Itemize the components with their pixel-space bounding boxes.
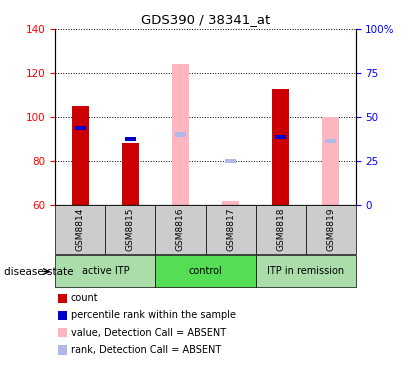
Bar [175, 132, 186, 137]
Text: value, Detection Call = ABSENT: value, Detection Call = ABSENT [71, 328, 226, 338]
Text: GSM8819: GSM8819 [326, 208, 335, 251]
Text: GSM8817: GSM8817 [226, 208, 235, 251]
Text: GDS390 / 38341_at: GDS390 / 38341_at [141, 13, 270, 26]
Bar [275, 135, 286, 139]
Bar [305, 205, 356, 254]
Bar [75, 126, 86, 130]
Text: GSM8815: GSM8815 [126, 208, 135, 251]
Bar [172, 64, 189, 205]
Bar [122, 143, 139, 205]
Bar [256, 205, 305, 254]
Bar [55, 205, 106, 254]
Bar [55, 255, 155, 287]
Bar [155, 205, 206, 254]
Text: disease state: disease state [4, 266, 74, 277]
Text: rank, Detection Call = ABSENT: rank, Detection Call = ABSENT [71, 345, 221, 355]
Text: GSM8816: GSM8816 [176, 208, 185, 251]
Text: ITP in remission: ITP in remission [267, 266, 344, 276]
Text: control: control [189, 266, 222, 276]
Bar [155, 255, 256, 287]
Text: active ITP: active ITP [82, 266, 129, 276]
Bar [272, 89, 289, 205]
Bar [322, 117, 339, 205]
Bar [206, 205, 256, 254]
Text: GSM8818: GSM8818 [276, 208, 285, 251]
Text: GSM8814: GSM8814 [76, 208, 85, 251]
Text: count: count [71, 293, 98, 303]
Bar [222, 201, 239, 205]
Bar [125, 137, 136, 141]
Bar [106, 205, 155, 254]
Bar [72, 106, 89, 205]
Bar [256, 255, 356, 287]
Bar [325, 139, 336, 143]
Bar [225, 159, 236, 163]
Text: percentile rank within the sample: percentile rank within the sample [71, 310, 236, 321]
